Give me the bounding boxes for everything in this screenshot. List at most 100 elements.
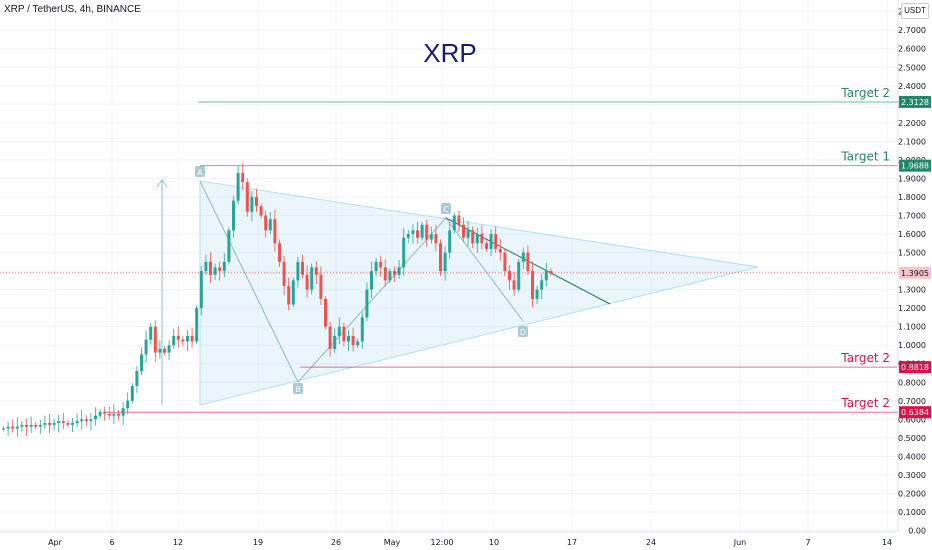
candle-body <box>370 271 373 290</box>
price-tick-label: 1.5000 <box>898 249 926 258</box>
time-tick-label: 12:00 <box>430 538 453 547</box>
candle-body <box>282 261 286 286</box>
price-tick-label: 2.2000 <box>898 119 926 128</box>
candle-body <box>176 335 180 340</box>
price-tick-label: 1.3000 <box>898 286 926 295</box>
candle-body <box>498 248 502 253</box>
price-tick-label: 0.1000 <box>898 508 926 517</box>
candle-body <box>291 280 295 305</box>
candle-body <box>52 423 56 425</box>
chart-title: XRP <box>423 38 477 68</box>
candle-body <box>250 196 254 212</box>
candle-body <box>48 423 51 425</box>
candle-body <box>305 274 309 290</box>
candle-body <box>34 424 38 427</box>
candle-body <box>374 261 378 272</box>
currency-unit-button[interactable]: USDT <box>901 3 929 19</box>
candle-body <box>153 326 157 353</box>
target-price-badge <box>899 95 931 108</box>
triangle-pattern: A B C D <box>156 166 759 406</box>
time-tick-label: Jun <box>733 538 747 547</box>
candle-body <box>227 230 231 262</box>
candle-body <box>379 261 383 268</box>
pattern-point-b-badge <box>293 383 303 394</box>
candle-body <box>416 230 419 238</box>
candle-body <box>268 219 272 231</box>
pattern-point-label: A <box>197 168 203 177</box>
candle-body <box>319 274 323 299</box>
candle-body <box>140 354 143 372</box>
candle-body <box>103 411 107 414</box>
target-levels: Target 2 Target 1 Target 2 Target 2 <box>103 86 898 413</box>
candle-body <box>89 419 93 422</box>
pattern-point-label: D <box>520 328 526 337</box>
price-tick-label: 0.6000 <box>898 415 926 424</box>
target-level-name: Target 2 <box>840 351 890 365</box>
candle-body <box>508 271 511 281</box>
symbol-header: XRP / TetherUS, 4h, BINANCE <box>4 4 141 15</box>
candle-body <box>452 215 456 231</box>
candle-body <box>232 200 235 231</box>
candle-body <box>531 271 534 299</box>
candle-body <box>255 196 258 207</box>
time-tick-label: 12 <box>173 538 183 547</box>
candle-body <box>126 400 130 409</box>
price-tick-label: 2.6000 <box>898 45 926 54</box>
candle-body <box>402 237 406 268</box>
target-price-badge <box>899 406 931 419</box>
candle-body <box>241 172 245 183</box>
candle-body <box>351 335 355 346</box>
candle-body <box>489 234 493 249</box>
candle-body <box>71 423 74 425</box>
price-axis[interactable]: 2.90002.80002.70002.60002.50002.40002.30… <box>897 0 932 550</box>
price-tick-label: 2.7000 <box>898 26 926 35</box>
candle-body <box>535 289 539 299</box>
candle-body <box>333 335 337 349</box>
price-tick-label: 1.2000 <box>898 304 926 313</box>
price-tick-label: 0.4000 <box>898 452 926 461</box>
abcd-zigzag-line <box>199 180 524 383</box>
candle-body <box>429 234 433 240</box>
candle-body <box>443 252 447 272</box>
candle-body <box>2 428 5 430</box>
candle-body <box>144 339 148 355</box>
candlestick-series <box>0 163 898 437</box>
current-price-badge <box>899 266 931 279</box>
candle-body <box>356 341 360 346</box>
candle-body <box>43 423 47 425</box>
target-price-label: 0.6384 <box>901 408 929 417</box>
time-tick-label: 17 <box>567 538 577 547</box>
target-price-label: 0.8818 <box>901 363 929 372</box>
candle-body <box>420 224 424 238</box>
candle-body <box>25 424 28 427</box>
candle-body <box>494 234 498 249</box>
candle-body <box>411 230 415 235</box>
time-tick-label: 10 <box>489 538 499 547</box>
price-tick-label: 2.5000 <box>898 63 926 72</box>
time-tick-label: Apr <box>48 538 63 547</box>
candle-body <box>397 267 401 275</box>
candle-body <box>236 172 240 201</box>
candle-body <box>517 261 521 290</box>
time-tick-label: May <box>384 538 401 547</box>
price-tick-label: 0.2000 <box>898 489 926 498</box>
candle-body <box>218 267 222 272</box>
candle-body <box>98 411 102 416</box>
time-axis[interactable]: Apr 6 12 19 26 May 12:00 10 17 24 Jun 7 14 <box>0 531 898 547</box>
pattern-point-c-badge <box>441 203 451 214</box>
candle-body <box>80 419 84 422</box>
candle-body <box>296 261 300 281</box>
target-price-badge <box>899 361 931 374</box>
candle-body <box>107 413 111 416</box>
candle-body <box>448 230 452 253</box>
candle-body <box>521 252 525 262</box>
pattern-point-label: B <box>295 385 301 394</box>
candle-body <box>457 215 461 225</box>
target-level-name: Target 1 <box>840 150 890 164</box>
price-tick-label: 1.1000 <box>898 323 926 332</box>
candle-body <box>388 271 392 281</box>
candle-body <box>278 243 281 262</box>
pattern-point-d-badge <box>518 326 528 337</box>
candle-body <box>117 413 120 416</box>
